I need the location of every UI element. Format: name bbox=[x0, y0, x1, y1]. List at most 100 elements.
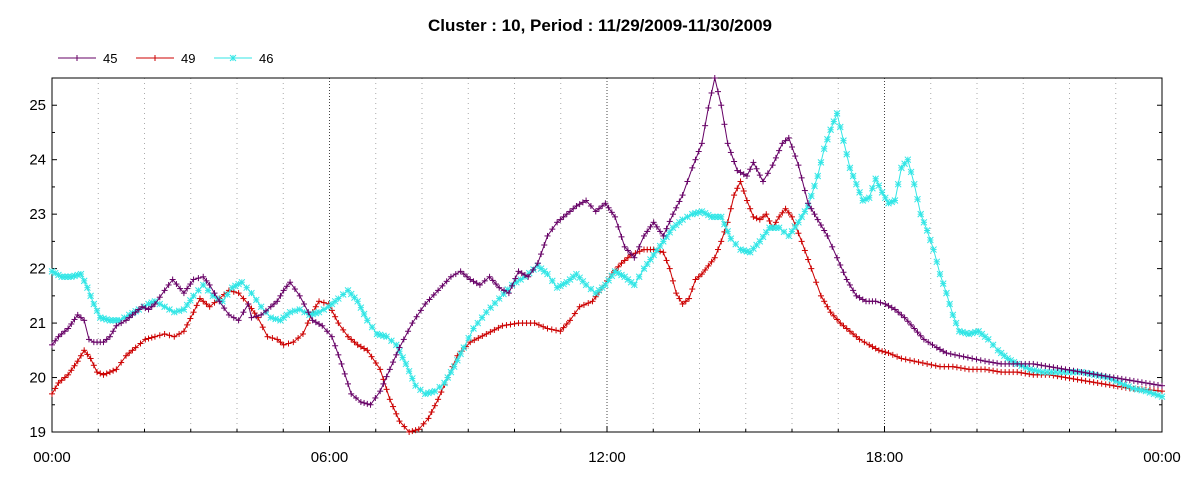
series-49-point bbox=[837, 320, 844, 327]
series-45-point bbox=[248, 314, 255, 321]
series-46-point bbox=[428, 388, 436, 396]
series-45-point bbox=[521, 271, 528, 278]
series-45-point bbox=[86, 336, 92, 343]
series-46-point bbox=[405, 367, 413, 375]
series-46-point bbox=[759, 233, 767, 241]
series-45-point bbox=[258, 311, 265, 318]
series-45-point bbox=[785, 134, 792, 141]
series-49-point bbox=[396, 418, 403, 425]
series-45-point bbox=[393, 351, 400, 358]
series-46-point bbox=[1138, 386, 1145, 394]
series-45-point bbox=[77, 314, 84, 321]
series-45-point bbox=[135, 306, 142, 313]
series-49-point bbox=[698, 271, 705, 278]
series-45-point bbox=[563, 211, 570, 218]
series-49-point bbox=[571, 310, 578, 317]
series-46-point bbox=[865, 194, 873, 202]
series-49-point bbox=[898, 355, 905, 362]
series-45-point bbox=[692, 156, 699, 163]
series-49-point bbox=[295, 335, 302, 342]
series-45-point bbox=[554, 219, 561, 226]
series-46-point bbox=[923, 227, 931, 234]
series-49-point bbox=[885, 350, 892, 357]
series-45-point bbox=[55, 333, 62, 340]
series-45-point bbox=[1138, 379, 1145, 386]
series-49-point bbox=[77, 352, 84, 359]
series-45-point bbox=[123, 317, 129, 324]
series-45-point bbox=[515, 268, 522, 275]
y-tick-label: 19 bbox=[29, 424, 46, 441]
series-46-point bbox=[183, 301, 191, 309]
series-49-point bbox=[161, 330, 168, 337]
series-49-point bbox=[290, 339, 297, 346]
series-45-point bbox=[287, 279, 294, 286]
series-46-point bbox=[1031, 366, 1038, 374]
series-45-point bbox=[718, 102, 725, 109]
series-49-point bbox=[145, 335, 152, 342]
series-46-point bbox=[984, 336, 992, 343]
series-45-point bbox=[943, 350, 950, 357]
series-46-point bbox=[795, 218, 802, 226]
series-45-point bbox=[305, 309, 312, 316]
series-46-point bbox=[780, 228, 788, 236]
y-tick-label: 21 bbox=[29, 315, 46, 332]
series-45-point bbox=[49, 341, 55, 348]
series-45-point bbox=[560, 213, 567, 220]
series-46-point bbox=[952, 319, 960, 327]
y-tick-label: 24 bbox=[29, 152, 46, 169]
y-tick-label: 22 bbox=[29, 261, 46, 278]
series-45-point bbox=[843, 276, 850, 283]
series-46-point bbox=[901, 160, 908, 168]
series-46-point bbox=[608, 272, 616, 280]
series-45-point bbox=[702, 122, 709, 129]
series-45-point bbox=[808, 205, 815, 212]
series-46-point bbox=[454, 356, 461, 364]
series-49-point bbox=[68, 367, 75, 374]
series-46-point bbox=[257, 303, 265, 311]
series-46-point bbox=[898, 164, 905, 172]
series-45-point bbox=[493, 281, 499, 288]
series-45-point bbox=[583, 197, 590, 204]
series-45-point bbox=[348, 390, 355, 397]
series-45-point bbox=[129, 311, 136, 318]
series-45-point bbox=[599, 202, 606, 209]
series-49-point bbox=[507, 321, 514, 328]
series-49-point bbox=[957, 365, 964, 372]
series-45-point bbox=[538, 251, 545, 258]
series-49-point bbox=[760, 213, 767, 220]
series-46-point bbox=[775, 224, 783, 232]
series-49-point bbox=[148, 334, 155, 341]
series-49-point bbox=[55, 379, 62, 386]
series-49-point bbox=[280, 341, 287, 348]
series-45-point bbox=[230, 314, 237, 321]
series-49-point bbox=[906, 357, 913, 364]
series-49-point bbox=[1086, 378, 1093, 385]
series-45-point bbox=[872, 298, 879, 305]
series-49-point bbox=[1022, 370, 1029, 377]
series-49-point bbox=[235, 290, 242, 297]
series-46-point bbox=[894, 180, 902, 188]
series-45-point bbox=[631, 254, 638, 261]
series-49-point bbox=[415, 426, 422, 433]
y-tick-label: 20 bbox=[29, 370, 46, 387]
series-45-point bbox=[113, 322, 120, 329]
series-45-point bbox=[1154, 382, 1161, 389]
series-46-point bbox=[878, 189, 886, 196]
series-45-point bbox=[312, 319, 319, 326]
series-46-point bbox=[460, 344, 468, 351]
series-49-point bbox=[919, 360, 926, 367]
series-45-point bbox=[413, 313, 420, 320]
series-49-point bbox=[953, 364, 960, 371]
series-45-point bbox=[400, 336, 407, 343]
series-45-point bbox=[1102, 373, 1109, 380]
series-45-point bbox=[530, 266, 536, 273]
series-46-point bbox=[252, 296, 260, 304]
series-49-point bbox=[821, 298, 828, 305]
series-46-point bbox=[582, 281, 590, 289]
series-46-point bbox=[640, 265, 648, 272]
series-46-point bbox=[243, 284, 251, 292]
series-49-point bbox=[808, 265, 815, 272]
series-45-point bbox=[1122, 376, 1129, 383]
series-46-point bbox=[248, 289, 255, 297]
series-49-point bbox=[618, 260, 625, 267]
